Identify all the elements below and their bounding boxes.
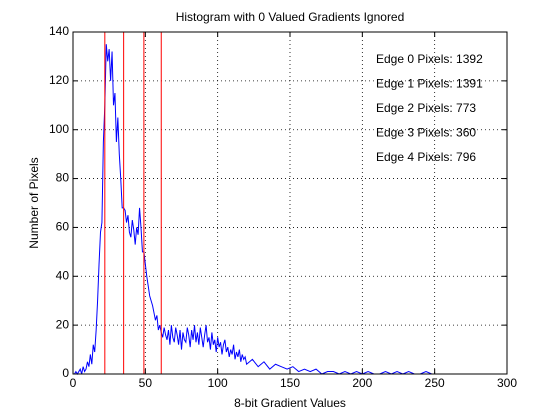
y-tick-label: 140 [49,24,69,38]
x-tick-label: 50 [139,376,153,390]
y-tick-label: 60 [56,220,70,234]
y-tick-label: 80 [56,171,70,185]
annotation: Edge 3 Pixels: 360 [376,126,476,140]
x-tick-label: 250 [425,376,445,390]
annotation: Edge 1 Pixels: 1391 [376,77,483,91]
x-tick-label: 150 [280,376,300,390]
x-tick-label: 0 [70,376,77,390]
x-axis-label: 8-bit Gradient Values [234,396,346,410]
y-tick-label: 20 [56,317,70,331]
y-tick-label: 40 [56,268,70,282]
x-tick-label: 100 [208,376,228,390]
annotation: Edge 2 Pixels: 773 [376,101,476,115]
axes-box [72,31,508,375]
x-tick-label: 200 [352,376,372,390]
annotation: Edge 4 Pixels: 796 [376,150,476,164]
y-tick-label: 100 [49,122,69,136]
data-line [73,44,450,375]
y-axis-label: Number of Pixels [27,157,41,248]
annotation: Edge 0 Pixels: 1392 [376,52,483,66]
chart-title: Histogram with 0 Valued Gradients Ignore… [176,10,405,24]
y-tick-label: 120 [49,73,69,87]
y-tick-label: 0 [62,366,69,380]
x-tick-label: 300 [497,376,517,390]
